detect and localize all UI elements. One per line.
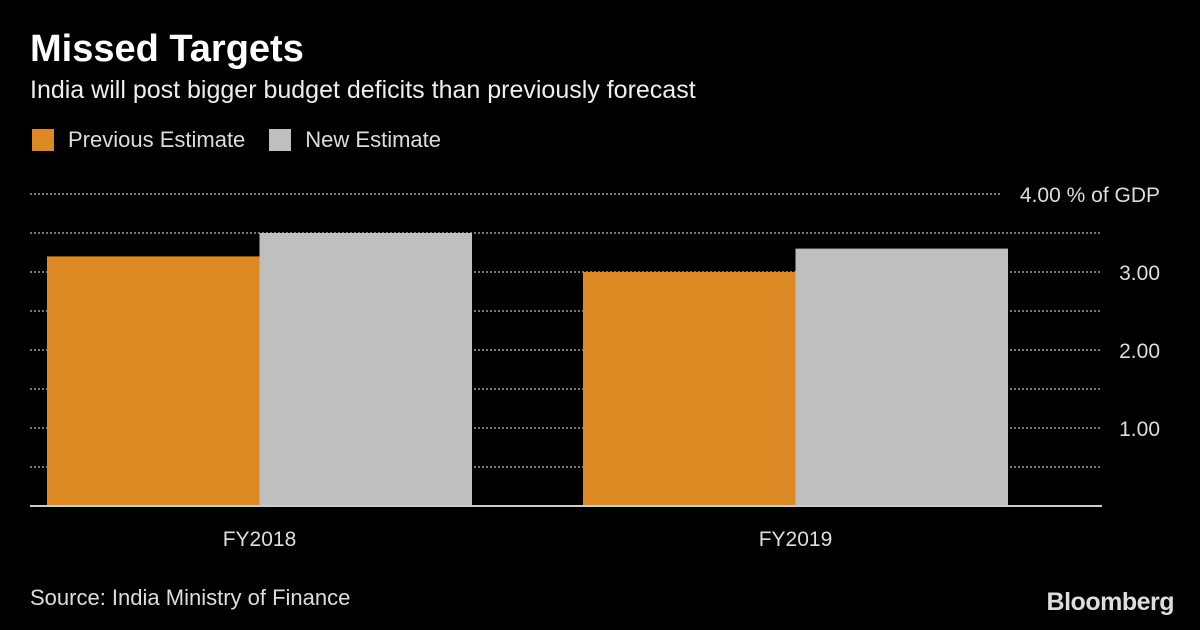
y-tick-label: 1.00: [1119, 418, 1160, 441]
bar-fy2019-previous: [583, 272, 796, 506]
x-tick-label: FY2019: [759, 528, 833, 551]
legend-label-previous: Previous Estimate: [68, 127, 246, 152]
bar-fy2018-new: [259, 233, 472, 506]
chart-title: Missed Targets: [30, 28, 304, 70]
legend: Previous Estimate New Estimate: [32, 127, 465, 153]
bloomberg-logo: Bloomberg: [1046, 588, 1175, 616]
x-tick-label: FY2018: [223, 528, 297, 551]
legend-swatch-previous: [32, 129, 54, 151]
y-tick-label: 4.00 % of GDP: [1020, 184, 1160, 207]
legend-item-previous: Previous Estimate: [32, 127, 245, 153]
chart-subtitle: India will post bigger budget deficits t…: [30, 76, 696, 104]
legend-label-new: New Estimate: [305, 127, 442, 152]
legend-swatch-new: [269, 129, 292, 151]
bar-fy2019-new: [795, 248, 1008, 506]
legend-item-new: New Estimate: [269, 127, 441, 153]
source-note: Source: India Ministry of Finance: [30, 585, 351, 610]
y-tick-label: 3.00: [1119, 262, 1160, 285]
bar-fy2018-previous: [47, 256, 260, 506]
y-tick-label: 2.00: [1119, 340, 1160, 363]
